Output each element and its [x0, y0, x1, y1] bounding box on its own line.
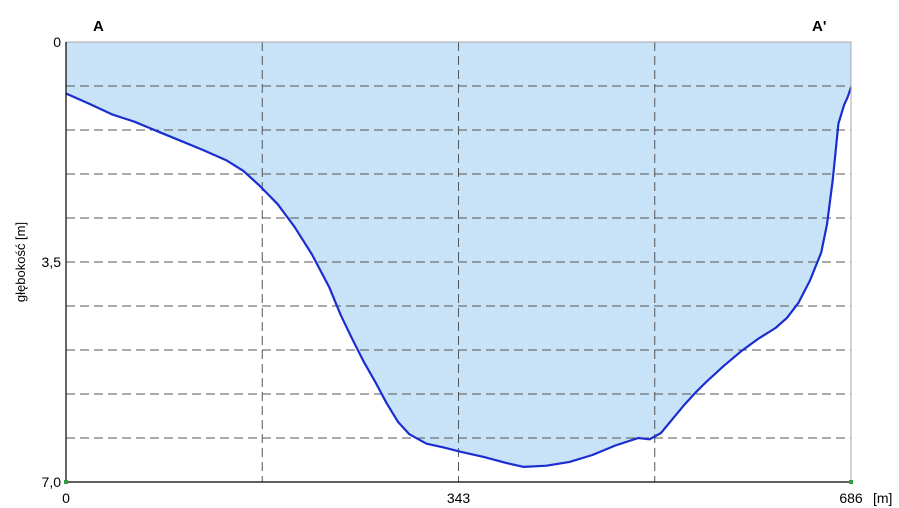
y-tick-label: 3,5 [42, 254, 62, 270]
end-marker [849, 480, 853, 484]
x-tick-label: 686 [839, 490, 863, 506]
tick-labels: 0 343 686 0 3,5 7,0 [42, 34, 863, 506]
bottom-profile-line [65, 86, 853, 468]
start-marker [64, 480, 68, 484]
end-label: A' [812, 18, 826, 35]
x-axis-unit: [m] [873, 490, 892, 506]
x-tick-label: 343 [447, 490, 471, 506]
y-tick-label: 0 [53, 34, 61, 50]
y-axis-label: głębokość [m] [13, 222, 28, 302]
start-label: A [93, 18, 104, 35]
x-tick-label: 0 [62, 490, 70, 506]
grid [66, 42, 851, 482]
y-tick-label: 7,0 [42, 474, 62, 490]
